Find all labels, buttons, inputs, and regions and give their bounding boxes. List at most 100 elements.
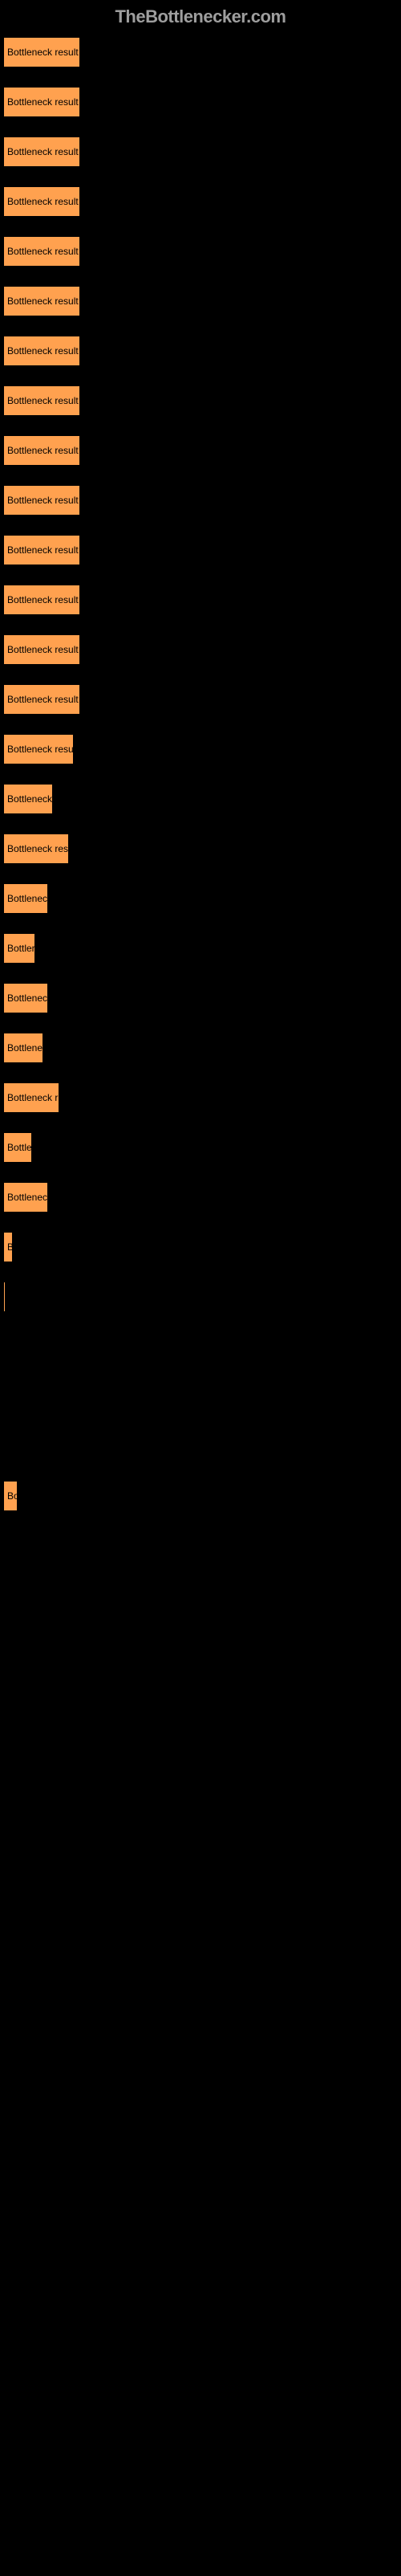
bar-row: Bottleneck result [3,336,398,384]
bar-row: Bottleneck result [3,37,398,85]
bar-label: Bottleneck result [4,544,79,556]
bar-label: Bottlenec [4,893,47,904]
bar: Bottleneck result [3,385,80,416]
bar-row: Bottleneck result [3,485,398,533]
bar-label: Bottleneck result [4,47,79,58]
bar-row: Bottler [3,933,398,981]
bar-row [3,2128,398,2176]
bar-row: Bottleneck result [3,236,398,284]
bar-chart: Bottleneck result Bottleneck result Bottle… [0,37,401,2574]
bar-row [3,1531,398,1579]
bar-row: Bottlenec [3,983,398,1031]
bar-label: Bottleneck res [4,843,68,854]
bar-row: Bottleneck [3,784,398,832]
bar-row [3,1381,398,1429]
bar-label: Bottlenec [4,992,47,1004]
bar: Bottleneck result [3,137,80,167]
bar-row: Bottleneck result [3,286,398,334]
bar-row [3,2178,398,2226]
bar-label: Bottleneck result [4,694,79,705]
bar-label: Bottleneck result [4,445,79,456]
bar-label: Bottleneck [4,793,52,805]
bar-row: Bottleneck res [3,834,398,882]
bar: Bottleneck res [3,834,69,864]
bar-label: Bottleneck result [4,495,79,506]
bar-row [3,1929,398,1977]
bar: Bottleneck [3,784,53,814]
bar-row [3,1879,398,1927]
bar-row [3,1580,398,1628]
bar: Bottleneck result [3,535,80,565]
bar: Bottlenec [3,1182,48,1213]
bar-row [3,2476,398,2525]
bar: Bo [3,1481,18,1511]
bar-row: Bottleneck result [3,634,398,683]
bar-row [3,2427,398,2475]
bar-row [3,2377,398,2425]
bar-row: Bottleneck result [3,186,398,234]
bar-row: Bottleneck result [3,535,398,583]
bar-row [3,2277,398,2325]
bar-row [3,2078,398,2126]
bar-label: Bottleneck result [4,146,79,157]
bar-row [3,2228,398,2276]
bar: Bottleneck result [3,236,80,267]
bar-row [3,1630,398,1678]
bar: Bottleneck result [3,336,80,366]
bar: Bottleneck resu [3,734,74,764]
bar-row: Bottleneck result [3,684,398,732]
bar-row [3,2526,398,2574]
bar: Bottler [3,933,35,964]
bar: Bottleneck result [3,435,80,466]
bar-row: Bottleneck resu [3,734,398,782]
bar-label: Bottleneck r [4,1092,58,1103]
bar-row [3,1282,398,1330]
bar: Bottlenec [3,983,48,1013]
site-title: TheBottlenecker.com [0,0,401,37]
bar-row: Bottlenec [3,883,398,931]
bar: Bottleneck result [3,286,80,316]
bar: Bottleneck r [3,1082,59,1113]
bar: Bottleneck result [3,634,80,665]
bar-row: Bottleneck r [3,1082,398,1131]
bar: Bottleneck result [3,684,80,715]
bar: Bottlenec [3,883,48,914]
bar-row [3,1829,398,1877]
bar: Bottlene [3,1033,43,1063]
bar [3,1282,6,1312]
bar-row: Bottleneck result [3,385,398,434]
bar-row [3,1730,398,1778]
bar-label: Bottleneck result [4,644,79,655]
bar: Bottle [3,1132,32,1163]
bar-row [3,1431,398,1479]
bar-row: Bottleneck result [3,585,398,633]
bar-row [3,1979,398,2027]
bar-row: Bottlenec [3,1182,398,1230]
bar: Bottleneck result [3,37,80,67]
bar-label: Bottleneck result [4,246,79,257]
bar-label: Bottleneck result [4,196,79,207]
bar-label: Bottleneck result [4,96,79,108]
bar: Bottleneck result [3,186,80,217]
bar-row: Bottleneck result [3,87,398,135]
bar: Bottleneck result [3,87,80,117]
bar-label: Bottleneck resu [4,744,74,755]
bar: Bottleneck result [3,585,80,615]
bar-row: Bo [3,1481,398,1529]
bar: B [3,1232,13,1262]
bar-label: B [4,1241,13,1253]
bar-row [3,1331,398,1380]
bar-row: Bottle [3,1132,398,1180]
bar-label: Bottle [4,1142,32,1153]
bar-row [3,2028,398,2077]
bar-row: Bottleneck result [3,435,398,483]
bar-row: Bottlene [3,1033,398,1081]
bar-label: Bottlene [4,1042,43,1054]
bar-row: B [3,1232,398,1280]
bar-label: Bottleneck result [4,594,79,605]
bar-row: Bottleneck result [3,137,398,185]
bar-label: Bo [4,1490,18,1502]
bar-label: Bottlenec [4,1192,47,1203]
bar-label: Bottleneck result [4,345,79,357]
bar-label: Bottleneck result [4,395,79,406]
